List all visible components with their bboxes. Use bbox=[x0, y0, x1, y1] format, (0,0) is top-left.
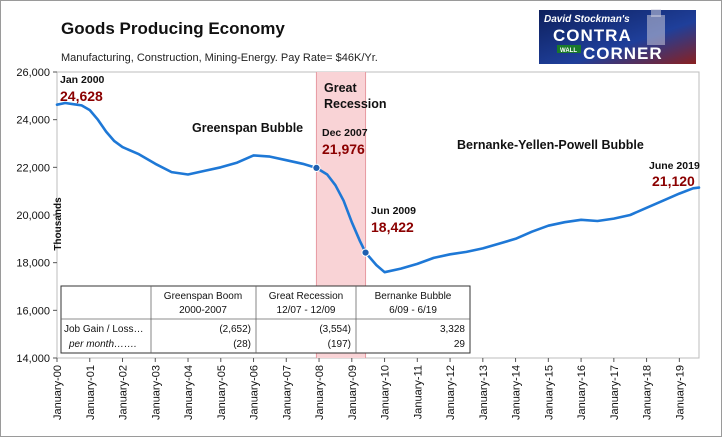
table-col1-period: 2000-2007 bbox=[179, 305, 227, 316]
start-date-label: Jan 2000 bbox=[60, 74, 105, 86]
x-tick-label: January-18 bbox=[642, 365, 654, 420]
dec2007-date-label: Dec 2007 bbox=[322, 127, 368, 139]
table-row1-label: Job Gain / Loss… bbox=[64, 324, 143, 335]
marker-group bbox=[312, 163, 370, 257]
series-line bbox=[55, 101, 701, 274]
logo-corner: CORNER bbox=[583, 44, 663, 63]
x-tick-label: January-01 bbox=[85, 365, 97, 420]
bernanke-bubble-label: Bernanke-Yellen-Powell Bubble bbox=[457, 138, 644, 152]
chart-title: Goods Producing Economy bbox=[61, 19, 285, 38]
x-tick-label: January-03 bbox=[150, 365, 162, 420]
x-tick-label: January-00 bbox=[52, 365, 64, 420]
table-col3-title: Bernanke Bubble bbox=[375, 291, 452, 302]
y-tick-label: 24,000 bbox=[16, 115, 50, 127]
y-axis-ticks: 14,000 16,000 18,000 20,000 22,000 24,000 26,0… bbox=[16, 67, 57, 365]
x-tick-label: January-12 bbox=[445, 365, 457, 420]
x-tick-label: January-08 bbox=[314, 365, 326, 420]
y-tick-label: 18,000 bbox=[16, 258, 50, 270]
y-tick-label: 16,000 bbox=[16, 305, 50, 317]
x-tick-label: January-04 bbox=[183, 365, 195, 420]
x-tick-label: January-05 bbox=[216, 365, 228, 420]
y-axis-label: Thousands bbox=[53, 197, 64, 251]
table-row2-col2: (197) bbox=[328, 339, 351, 350]
table-col2-title: Great Recession bbox=[269, 291, 343, 302]
logo-contra: CONTRA bbox=[553, 26, 632, 45]
x-tick-label: January-02 bbox=[118, 365, 130, 420]
end-date-label: June 2019 bbox=[649, 160, 700, 172]
chart-subtitle: Manufacturing, Construction, Mining-Ener… bbox=[61, 52, 378, 64]
x-tick-label: January-09 bbox=[347, 365, 359, 420]
table-row2-col1: (28) bbox=[233, 339, 251, 350]
x-tick-label: January-17 bbox=[609, 365, 621, 420]
table-col1-title: Greenspan Boom bbox=[164, 291, 242, 302]
x-tick-label: January-10 bbox=[380, 365, 392, 420]
recession-label-line2: Recession bbox=[324, 97, 387, 111]
table-col3-period: 6/09 - 6/19 bbox=[389, 305, 437, 316]
table-row1-col2: (3,554) bbox=[319, 324, 351, 335]
dec2007-value-label: 21,976 bbox=[322, 141, 365, 157]
recession-label-line1: Great bbox=[324, 81, 357, 95]
y-tick-label: 22,000 bbox=[16, 162, 50, 174]
y-tick-label: 20,000 bbox=[16, 210, 50, 222]
table-row1-col3: 3,328 bbox=[440, 324, 465, 335]
x-tick-label: January-07 bbox=[281, 365, 293, 420]
x-tick-label: January-19 bbox=[674, 365, 686, 420]
table-row1-col1: (2,652) bbox=[219, 324, 251, 335]
jun2009-value-label: 18,422 bbox=[371, 219, 414, 235]
x-tick-label: January-15 bbox=[543, 365, 555, 420]
x-tick-label: January-06 bbox=[249, 365, 261, 420]
logo-wall-sign: WALL bbox=[560, 48, 577, 54]
y-tick-label: 14,000 bbox=[16, 353, 50, 365]
jun2009-date-label: Jun 2009 bbox=[371, 205, 416, 217]
summary-table-box bbox=[60, 285, 471, 354]
x-tick-label: January-16 bbox=[576, 365, 588, 420]
start-value-label: 24,628 bbox=[60, 88, 103, 104]
x-axis-ticks: January-00 January-01 January-02 January-03… bbox=[52, 358, 686, 420]
x-tick-label: January-13 bbox=[478, 365, 490, 420]
end-value-label: 21,120 bbox=[652, 173, 695, 189]
greenspan-bubble-label: Greenspan Bubble bbox=[192, 121, 303, 135]
data-point-marker bbox=[361, 248, 370, 257]
y-tick-label: 26,000 bbox=[16, 67, 50, 79]
table-row2-col3: 29 bbox=[454, 339, 466, 350]
x-tick-label: January-11 bbox=[412, 365, 424, 419]
x-tick-label: January-14 bbox=[511, 365, 523, 420]
summary-table: Greenspan Boom 2000-2007 Great Recession… bbox=[60, 285, 471, 354]
data-point-marker bbox=[312, 163, 321, 173]
table-row2-label: per month……. bbox=[68, 339, 137, 350]
logo-byline: David Stockman's bbox=[544, 14, 630, 25]
contra-corner-logo: David Stockman's CONTRA WALL CORNER bbox=[539, 9, 696, 64]
table-col2-period: 12/07 - 12/09 bbox=[277, 305, 336, 316]
